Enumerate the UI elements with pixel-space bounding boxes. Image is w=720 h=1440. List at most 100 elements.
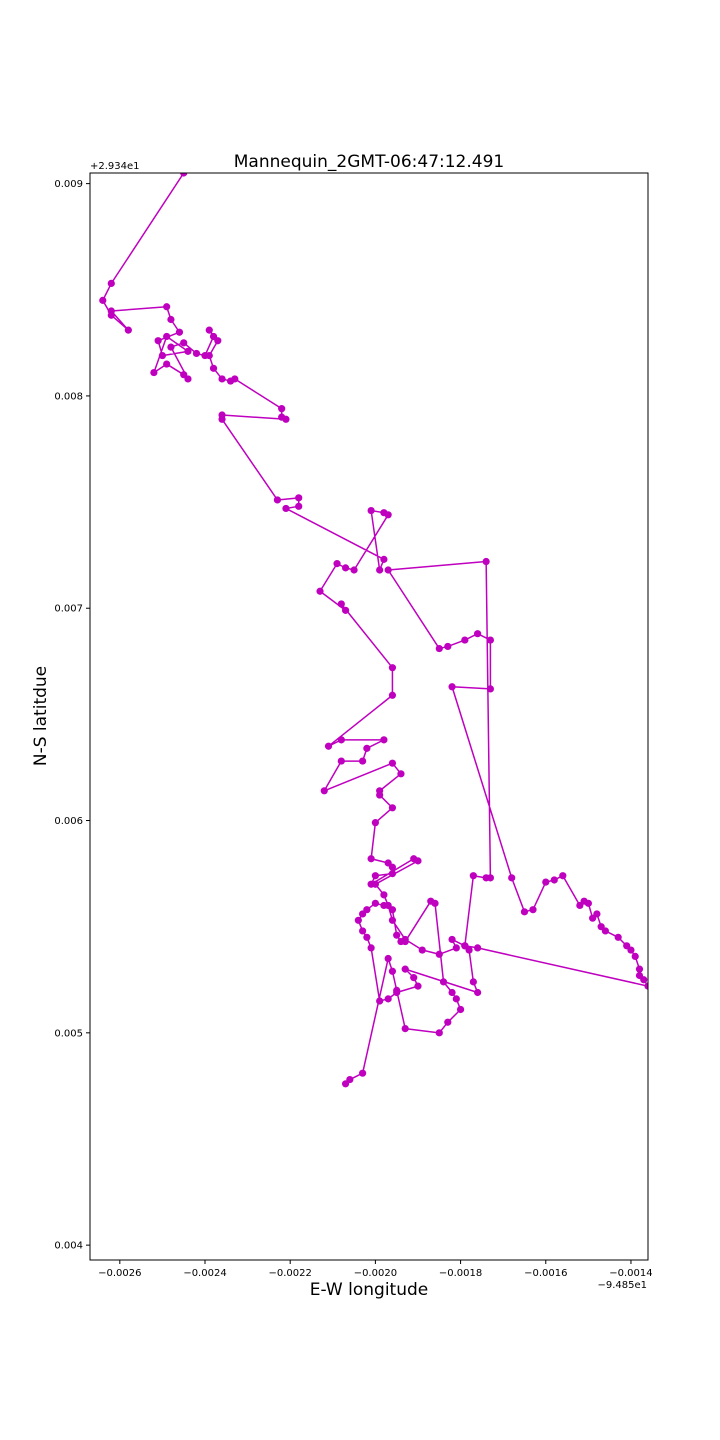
x-tick-label: −0.0022 [269, 1268, 312, 1279]
trajectory-point [218, 375, 226, 383]
plot-frame [89, 172, 649, 1261]
trajectory-point [316, 587, 324, 595]
trajectory-point [444, 1018, 452, 1026]
trajectory-point [218, 415, 226, 423]
trajectory-point [384, 511, 392, 519]
trajectory-point [359, 927, 367, 935]
trajectory-point [469, 978, 477, 986]
trajectory-point [644, 982, 648, 990]
trajectory-point [465, 946, 473, 954]
trajectory-point [635, 965, 644, 973]
trajectory-point [380, 555, 388, 563]
trajectory-point [631, 952, 639, 961]
trajectory-point [214, 337, 222, 345]
trajectory-point [452, 995, 460, 1003]
trajectory-point [380, 736, 388, 744]
y-tick-label: 0.009 [54, 179, 83, 190]
trajectory-point [388, 759, 397, 767]
trajectory-point [192, 349, 201, 358]
trajectory-point [354, 916, 362, 924]
trajectory-point [371, 872, 379, 880]
trajectory-point [388, 916, 397, 924]
chart-title: Mannequin_2GMT-06:47:12.491 [234, 152, 504, 172]
y-axis-label: N-S latitdue [31, 666, 51, 766]
trajectory-point [282, 415, 290, 423]
trajectory-point [461, 636, 469, 644]
trajectory-point [448, 988, 456, 997]
trajectory-point [209, 364, 218, 372]
x-axis-ticks: −0.0026 −0.0024 −0.0022 −0.0020 −0.0018 −0.00… [98, 1260, 653, 1279]
trajectory-point [376, 997, 384, 1005]
y-tick-label: 0.006 [54, 816, 83, 827]
trajectory-point [486, 685, 494, 693]
trajectory-point [367, 506, 375, 515]
trajectory-point [371, 819, 379, 827]
trajectory-point [184, 375, 192, 383]
x-offset-text: −9.485e1 [597, 1280, 647, 1291]
trajectory-point [410, 974, 418, 982]
trajectory-point [367, 855, 375, 863]
trajectory-point [456, 1005, 465, 1014]
trajectory-point [380, 891, 388, 899]
y-offset-text: +2.934e1 [90, 161, 140, 172]
trajectory-point [559, 872, 567, 880]
trajectory-point [180, 173, 188, 177]
trajectory-point [601, 927, 610, 935]
trajectory-point [474, 944, 482, 952]
trajectory-point [401, 937, 409, 946]
trajectory-point [474, 630, 482, 638]
trajectory-point [350, 566, 358, 574]
trajectory-point [295, 494, 303, 502]
y-axis-ticks: 0.004 0.005 0.006 0.007 0.008 0.009 [54, 179, 90, 1252]
trajectory-point [278, 405, 286, 413]
trajectory-point [99, 296, 107, 304]
trajectory-point [435, 644, 443, 653]
trajectory-point [150, 368, 158, 377]
trajectory-point [337, 600, 345, 608]
trajectory-point [388, 691, 397, 699]
trajectory-point [341, 606, 350, 614]
trajectory-point [376, 791, 384, 799]
x-tick-label: −0.0020 [354, 1268, 397, 1279]
trajectory-point [627, 946, 635, 954]
trajectory-point [282, 504, 290, 513]
x-tick-label: −0.0026 [98, 1268, 141, 1279]
trajectory-point [384, 954, 392, 963]
trajectory-point [337, 757, 345, 765]
trajectory-point [388, 906, 397, 914]
trajectory-point [448, 935, 456, 944]
trajectory-point [435, 950, 443, 958]
trajectory-point [337, 736, 345, 744]
trajectory-point [401, 965, 409, 973]
x-tick-label: −0.0016 [524, 1268, 567, 1279]
trajectory-point [486, 636, 494, 644]
trajectory-point [359, 757, 367, 765]
x-tick-label: −0.0024 [183, 1268, 226, 1279]
x-axis-label: E-W longitude [310, 1280, 429, 1300]
trajectory-point [363, 744, 371, 752]
x-tick-label: −0.0018 [439, 1268, 482, 1279]
trajectory-point [371, 880, 379, 888]
trajectory-point [341, 1080, 350, 1088]
trajectory-point [231, 375, 239, 383]
trajectory-point [184, 347, 192, 355]
trajectory-point [380, 901, 388, 910]
trajectory-point [388, 863, 397, 871]
trajectory-point [614, 933, 622, 941]
trajectory-point [324, 742, 333, 750]
x-tick-label: −0.0014 [609, 1268, 652, 1279]
trajectory-point [452, 944, 460, 952]
trajectory-point [384, 566, 392, 574]
trajectory-point [333, 560, 341, 568]
trajectory-point [320, 787, 328, 795]
trajectory-point [401, 1024, 409, 1033]
trajectory-point [376, 566, 384, 574]
trajectory-point [431, 899, 439, 907]
trajectory-point [158, 351, 167, 360]
trajectory-point [388, 967, 397, 975]
trajectory-point [393, 986, 401, 994]
trajectory-point [273, 496, 282, 504]
y-tick-label: 0.007 [54, 604, 83, 615]
